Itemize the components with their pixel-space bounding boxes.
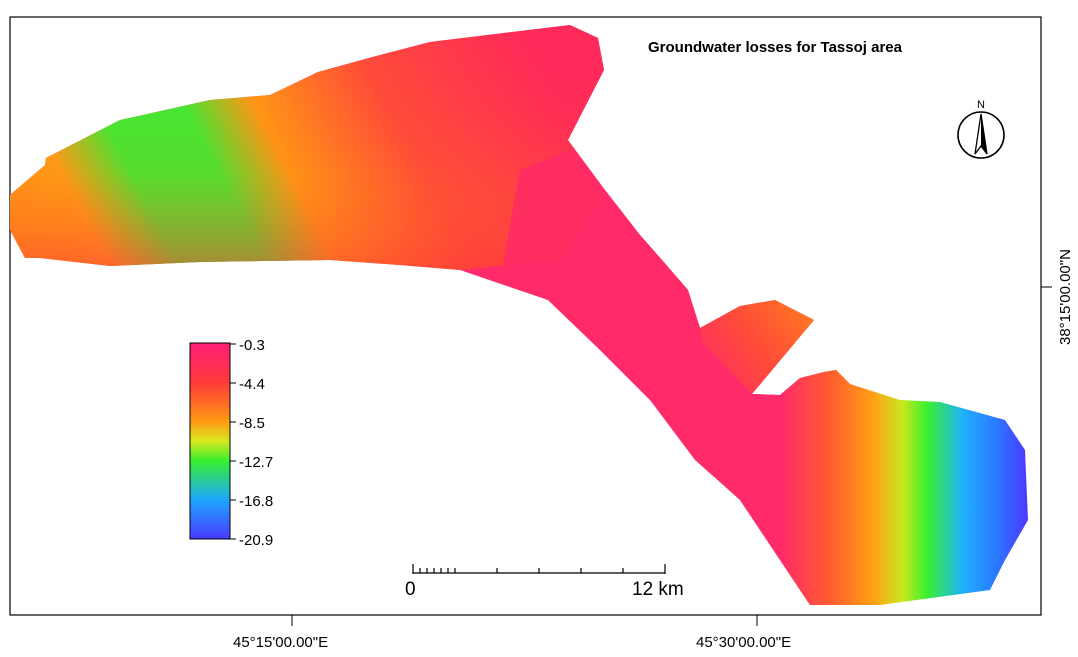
scale-bar [412, 564, 666, 574]
aquifer-joint [680, 330, 752, 470]
map-title: Groundwater losses for Tassoj area [648, 39, 903, 56]
longitude-label-1: 45°15'00.00"E [233, 634, 328, 651]
legend: -0.3 -4.4 -8.5 -12.7 -16.8 -20.9 [189, 337, 273, 549]
legend-label: -12.7 [239, 454, 273, 471]
aquifer-trunk-region [500, 150, 710, 430]
scale-start-label: 0 [405, 579, 416, 600]
longitude-label-2: 45°30'00.00"E [696, 634, 791, 651]
north-arrow-icon: N [957, 99, 1005, 159]
legend-label: -20.9 [239, 532, 273, 549]
latitude-label: 38°15'00.00"N [1057, 249, 1074, 345]
legend-colorbar [189, 342, 231, 540]
legend-label: -8.5 [239, 415, 265, 432]
aquifer-east-region [715, 370, 1028, 605]
north-label: N [977, 99, 985, 111]
aquifer-west-shading [10, 25, 604, 270]
legend-label: -4.4 [239, 376, 265, 393]
legend-label: -0.3 [239, 337, 265, 354]
scale-end-label: 12 km [632, 579, 684, 600]
legend-label: -16.8 [239, 493, 273, 510]
